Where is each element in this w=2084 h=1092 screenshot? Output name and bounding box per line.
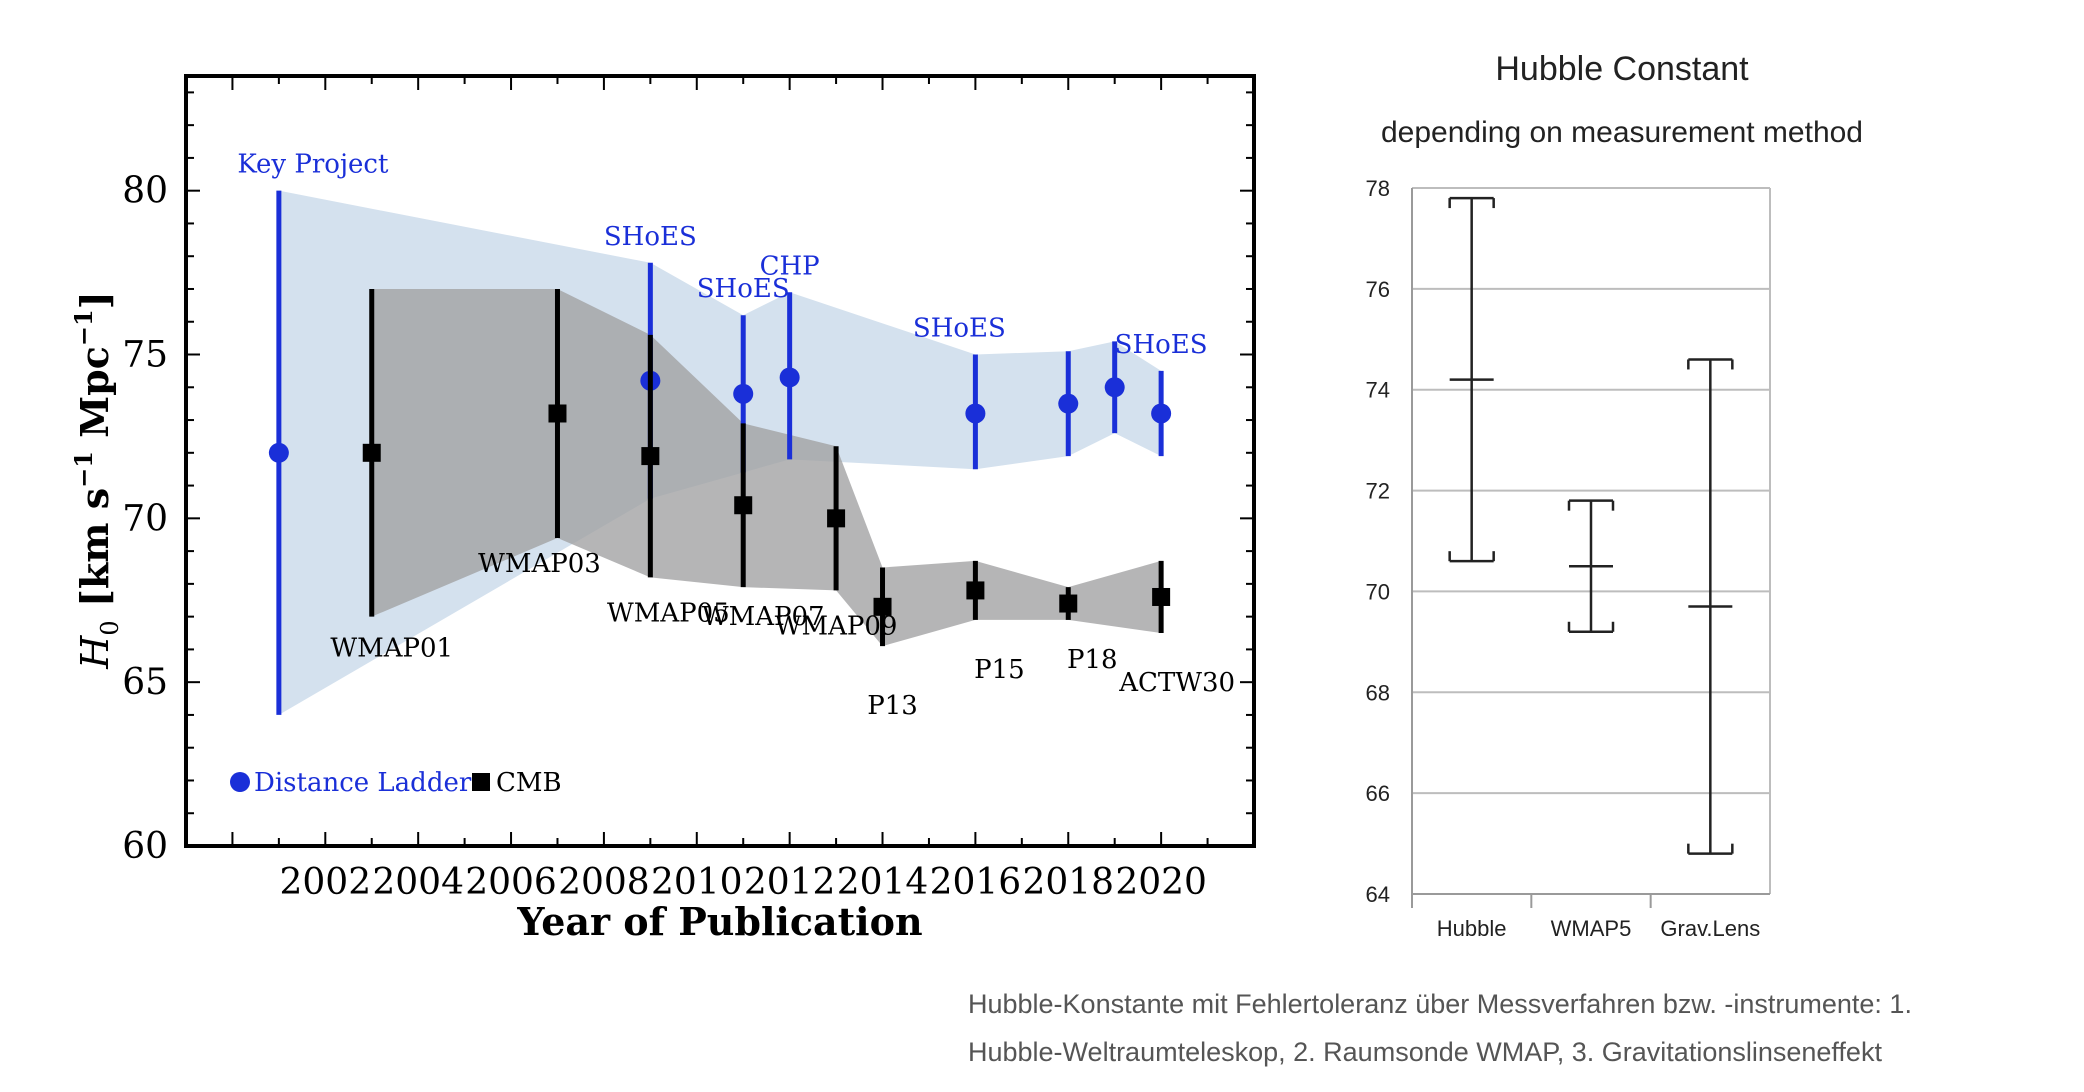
ladder-point	[779, 367, 800, 388]
category-label: Hubble	[1437, 916, 1507, 941]
cmb-point	[1152, 587, 1171, 606]
cmb-point-label: P15	[974, 655, 1025, 685]
y-tick-label: 75	[122, 335, 168, 376]
caption-line-2: Hubble-Weltraumteleskop, 2. Raumsonde WM…	[968, 1037, 1882, 1067]
cmb-point-label: P18	[1067, 645, 1118, 675]
ladder-point	[1058, 393, 1079, 414]
cmb-point-label: WMAP03	[478, 549, 601, 579]
cmb-point-label: WMAP01	[330, 634, 453, 664]
cmb-point	[734, 496, 753, 515]
cmb-point-label: P13	[867, 691, 918, 721]
ladder-point-label: SHoES	[1115, 330, 1208, 360]
y-tick-label: 78	[1366, 176, 1390, 201]
ladder-point	[1104, 377, 1125, 398]
caption-line-1: Hubble-Konstante mit Fehlertoleranz über…	[968, 989, 1912, 1019]
cmb-band	[371, 288, 1162, 647]
y-tick-label: 68	[1366, 680, 1390, 705]
x-tick-label: 2016	[930, 862, 1022, 903]
y-tick-label: 76	[1366, 277, 1390, 302]
x-tick-label: 2004	[372, 862, 464, 903]
cmb-point-label: WMAP07	[702, 602, 825, 632]
chart-subtitle: depending on measurement method	[1381, 116, 1863, 149]
y-tick-label: 80	[122, 171, 168, 212]
ladder-point-label: CHP	[760, 251, 820, 281]
h0-year-chart: 2002 2004 2006 2008 2010 2012 2014 2016 2018 2020…	[69, 74, 1256, 944]
cmb-point	[873, 597, 892, 616]
ladder-point-label: SHoES	[697, 274, 790, 304]
ladder-point	[733, 383, 754, 404]
hubble-constant-method-chart: Hubble Constant depending on measurement…	[1366, 50, 1863, 941]
cmb-point-label: WMAP05	[607, 598, 730, 628]
y-tick-label: 60	[122, 826, 168, 867]
y-tick-label: 70	[1366, 579, 1390, 604]
cmb-point	[1059, 594, 1078, 613]
category-label: WMAP5	[1551, 916, 1632, 941]
x-tick-label: 2018	[1022, 862, 1114, 903]
x-tick-label: 2008	[558, 862, 650, 903]
ladder-point-label: SHoES	[913, 314, 1006, 344]
legend-cmb-marker	[472, 773, 490, 791]
x-tick-label: 2014	[837, 862, 929, 903]
cmb-point	[548, 404, 567, 423]
x-tick-label: 2012	[744, 862, 836, 903]
legend-ladder-marker	[230, 772, 250, 792]
x-tick-label: 2006	[465, 862, 557, 903]
y-tick-label: 70	[122, 498, 168, 539]
cmb-point	[641, 447, 660, 466]
x-tick-label: 2020	[1115, 862, 1207, 903]
y-tick-label: 65	[122, 662, 168, 703]
category-label: Grav.Lens	[1660, 916, 1760, 941]
legend-ladder-label: Distance Ladder	[254, 768, 472, 798]
figure-caption: Hubble-Konstante mit Fehlertoleranz über…	[968, 980, 1968, 1076]
x-tick-label: 2010	[651, 862, 743, 903]
y-tick-label: 66	[1366, 781, 1390, 806]
y-tick-label: 74	[1366, 378, 1390, 403]
legend-cmb-label: CMB	[496, 768, 562, 798]
ladder-point-label: Key Project	[237, 150, 389, 180]
ladder-point	[1151, 403, 1172, 424]
cmb-point-label: WMAP09	[775, 611, 898, 641]
y-tick-label: 72	[1366, 479, 1390, 504]
cmb-point	[966, 581, 985, 600]
x-axis-label: Year of Publication	[516, 899, 922, 944]
ladder-point	[268, 442, 289, 463]
y-axis-label: H0 [km s−1 Mpc−1]	[69, 291, 124, 669]
ladder-point-label: SHoES	[604, 222, 697, 252]
ladder-point	[965, 403, 986, 424]
y-tick-label: 64	[1366, 882, 1390, 907]
chart-title: Hubble Constant	[1495, 50, 1749, 88]
cmb-point	[362, 443, 381, 462]
x-tick-label: 2002	[279, 862, 371, 903]
cmb-point-label: ACTW30	[1118, 668, 1235, 698]
cmb-point	[827, 509, 846, 528]
plot-frame	[184, 74, 1256, 848]
